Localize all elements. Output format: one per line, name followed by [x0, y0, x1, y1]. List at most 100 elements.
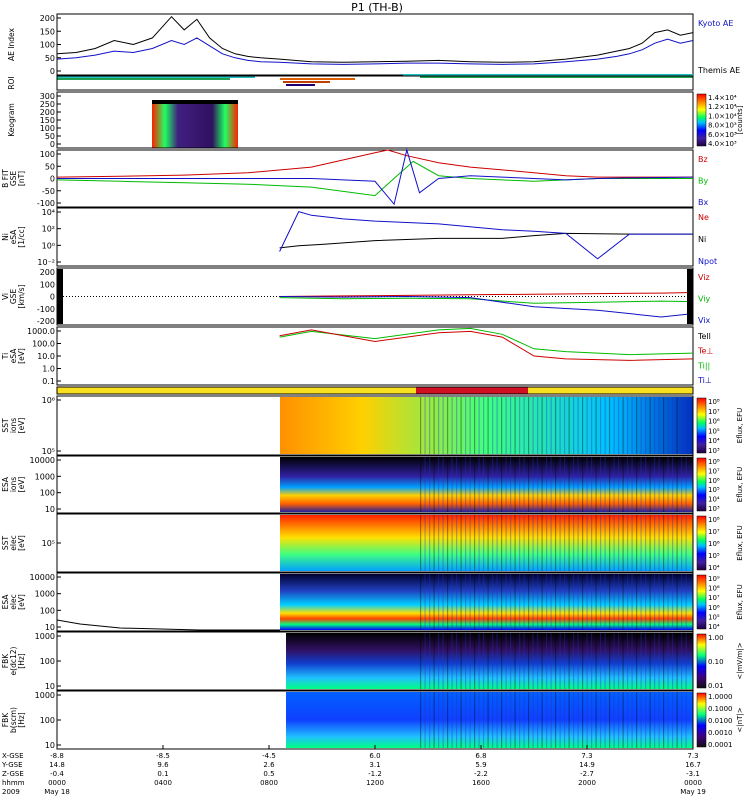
- fbk-e-ylabel: FBK: [1, 653, 10, 668]
- sst-elec-stripe: [577, 515, 579, 571]
- esa-elec-stripe: [636, 574, 638, 630]
- fbk-e-stripe: [487, 633, 489, 689]
- esa-elec-stripe: [451, 574, 453, 630]
- sst-elec-stripe: [438, 515, 440, 571]
- fbk-b-stripe: [586, 692, 588, 748]
- fbk-b-stripe: [474, 692, 476, 748]
- sst-elec-stripe: [622, 515, 624, 571]
- esa-elec-stripe: [478, 574, 480, 630]
- esa-elec-stripe: [573, 574, 575, 630]
- sst-ion-stripe: [429, 397, 431, 454]
- esa-elec-stripe: [424, 574, 426, 630]
- sst-elec-stripe: [469, 515, 471, 571]
- temperature-ytick-label: 1000.0: [27, 327, 55, 336]
- fbk-e-stripe: [622, 633, 624, 689]
- esa-ion-axis-box: [56, 455, 694, 514]
- esa-elec-stripe: [528, 574, 530, 630]
- esa-ion-stripe: [532, 457, 534, 512]
- sst-ion-stripe: [424, 397, 426, 454]
- fbk-e-ytick-label: 100: [40, 657, 55, 666]
- fbk-b-stripe: [519, 692, 521, 748]
- esa-ion-stripe: [609, 457, 611, 512]
- esa-elec-stripe: [510, 574, 512, 630]
- sst-ion-stripe: [582, 397, 584, 454]
- esa-ion-stripe: [528, 457, 530, 512]
- esa-elec-stripe: [595, 574, 597, 630]
- sst-elec-colorbar-tick: 10⁷: [708, 528, 720, 536]
- panel-mode-bar: [56, 386, 694, 395]
- fbk-b-stripe: [424, 692, 426, 748]
- bfield-ytick-label: -100: [37, 199, 55, 208]
- sst-elec-stripe: [483, 515, 485, 571]
- esa-elec-stripe: [537, 574, 539, 630]
- fbk-e-stripe: [528, 633, 530, 689]
- sst-elec-stripe: [496, 515, 498, 571]
- fbk-e-stripe: [541, 633, 543, 689]
- esa-ion-stripe: [600, 457, 602, 512]
- fbk-b-ytick-label: 10: [45, 741, 55, 750]
- panel-roi: ROI: [7, 74, 694, 91]
- sst-ion-stripe: [465, 397, 467, 454]
- esa-elec-stripe: [465, 574, 467, 630]
- esa-ion-stripe: [433, 457, 435, 512]
- sst-ion-stripe: [532, 397, 534, 454]
- sst-ion-stripe: [636, 397, 638, 454]
- esa-elec-ylabel: [eV]: [17, 594, 26, 610]
- esa-elec-stripe: [487, 574, 489, 630]
- mode-bar-yellow: [57, 387, 693, 394]
- sst-ion-stripe: [559, 397, 561, 454]
- esa-elec-stripe: [559, 574, 561, 630]
- sst-ion-axis-box: [56, 395, 694, 456]
- sst-ion-spectrogram: [280, 397, 693, 454]
- keogram-colorbar-tick: 1.0×10⁴: [708, 112, 737, 120]
- sst-elec-stripe: [447, 515, 449, 571]
- esa-ion-stripe: [514, 457, 516, 512]
- sst-elec-stripe: [672, 515, 674, 571]
- sst-ion-ytick-label: 10⁵: [42, 447, 55, 456]
- temperature-ytick-label: 10.0: [37, 352, 55, 361]
- esa-ion-stripe: [442, 457, 444, 512]
- esa-ion-stripe: [510, 457, 512, 512]
- temperature-series-ti: [279, 327, 694, 356]
- sst-ion-stripe: [591, 397, 593, 454]
- esa-elec-stripe: [568, 574, 570, 630]
- sst-ion-stripe: [672, 397, 674, 454]
- esa-ion-stripe: [586, 457, 588, 512]
- sst-ion-stripe: [447, 397, 449, 454]
- esa-ion-ytick-label: 10: [45, 505, 55, 514]
- fbk-e-stripe: [505, 633, 507, 689]
- fbk-e-spectrogram: [286, 633, 693, 689]
- esa-ion-stripe: [577, 457, 579, 512]
- density-legend-label: Npot: [698, 257, 717, 266]
- esa-elec-spectrogram: [280, 574, 693, 630]
- sst-ion-stripe: [685, 397, 687, 454]
- bfield-legend-label: By: [698, 177, 708, 186]
- sst-elec-stripe: [568, 515, 570, 571]
- esa-ion-stripe: [456, 457, 458, 512]
- fbk-e-stripe: [510, 633, 512, 689]
- fbk-e-ytick-label: 10: [45, 682, 55, 691]
- xtick-label: -2.2: [474, 770, 488, 778]
- sst-elec-stripe: [555, 515, 557, 571]
- fbk-e-stripe: [523, 633, 525, 689]
- velocity-series-viz: [279, 292, 694, 297]
- fbk-b-stripe: [582, 692, 584, 748]
- sst-ion-stripe: [645, 397, 647, 454]
- esa-ion-stripe: [451, 457, 453, 512]
- esa-elec-stripe: [591, 574, 593, 630]
- bfield-ytick-label: 50: [45, 162, 55, 171]
- sst-ion-stripe: [523, 397, 525, 454]
- fbk-b-stripe: [546, 692, 548, 748]
- fbk-e-stripe: [496, 633, 498, 689]
- fbk-e-colorbar-tick: 1.00: [708, 634, 724, 642]
- fbk-b-stripe: [640, 692, 642, 748]
- fbk-e-stripe: [595, 633, 597, 689]
- esa-ion-stripe: [627, 457, 629, 512]
- xtick-label: -8.5: [156, 752, 170, 760]
- density-ytick-label: 10²: [42, 225, 55, 234]
- fbk-b-stripe: [618, 692, 620, 748]
- xtick-label: 2.6: [263, 761, 275, 769]
- fbk-e-stripe: [577, 633, 579, 689]
- sst-elec-stripe: [658, 515, 660, 571]
